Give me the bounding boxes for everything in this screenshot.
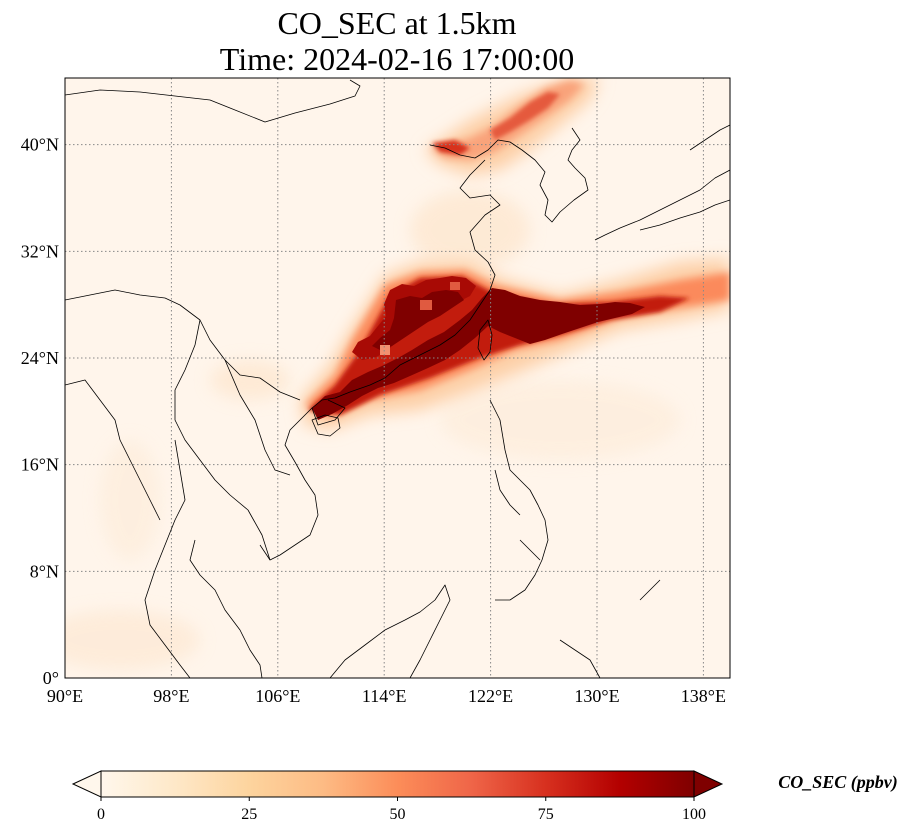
map-frame: [64, 77, 731, 679]
title-line-2: Time: 2024-02-16 17:00:00: [220, 41, 574, 77]
colorbar-tick-label: 100: [682, 806, 706, 823]
colorbar-extend-high: [693, 770, 724, 798]
lon-tick-label: 122°E: [468, 686, 513, 706]
colorbar-tick-label: 50: [390, 806, 406, 823]
colorbar-tick-label: 25: [241, 806, 257, 823]
gridlines: [65, 78, 730, 678]
lon-tick-label: 90°E: [47, 686, 83, 706]
lat-tick-label: 32°N: [21, 241, 59, 261]
lon-tick-label: 138°E: [681, 686, 726, 706]
title-line-1: CO_SEC at 1.5km: [277, 5, 516, 41]
lon-tick-label: 114°E: [362, 686, 407, 706]
lat-tick-label: 16°N: [21, 455, 59, 475]
lon-tick-label: 98°E: [153, 686, 189, 706]
coastlines: [65, 79, 730, 678]
colorbar-tick-label: 0: [97, 806, 105, 823]
lon-tick-label: 106°E: [255, 686, 300, 706]
lat-tick-label: 24°N: [21, 348, 59, 368]
plume-north: [425, 78, 600, 175]
lon-tick-label: 130°E: [574, 686, 619, 706]
lat-tick-label: 0°: [43, 668, 59, 688]
lon-tick-labels: 90°E 98°E 106°E 114°E 122°E 130°E 138°E: [47, 686, 726, 706]
colorbar-gradient: [100, 770, 695, 798]
lat-tick-labels: 0° 8°N 16°N 24°N 32°N 40°N: [21, 135, 59, 688]
colorbar-label: CO_SEC (ppbv): [778, 772, 898, 793]
map-panel: [65, 78, 730, 678]
plume-main: [300, 258, 730, 430]
lat-tick-label: 8°N: [30, 561, 59, 581]
background-haze: [65, 190, 680, 670]
colorbar: 0 25 50 75 100 CO_SEC (ppbv): [71, 770, 898, 823]
colorbar-extend-low: [71, 770, 102, 798]
lat-tick-label: 40°N: [21, 135, 59, 155]
colorbar-ticks: 0 25 50 75 100: [97, 797, 706, 823]
colorbar-tick-label: 75: [538, 806, 554, 823]
